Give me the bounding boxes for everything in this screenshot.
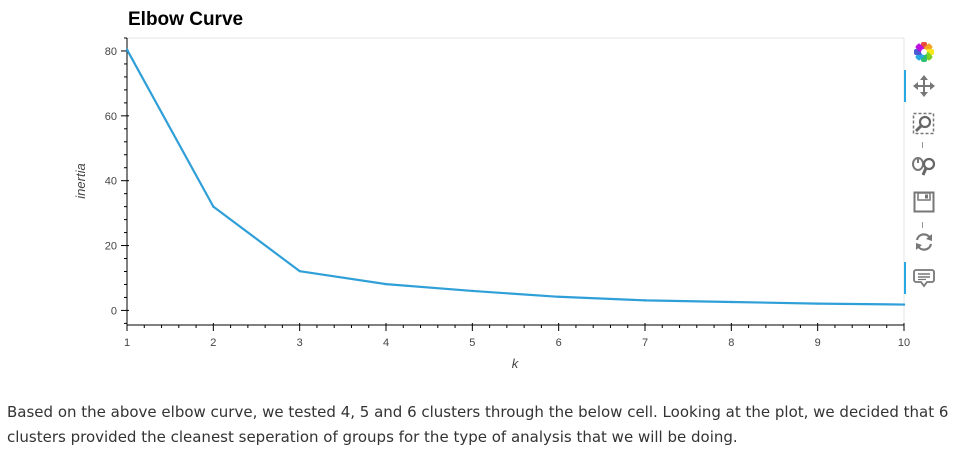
y-tick-label: 0 bbox=[111, 305, 117, 317]
data-point bbox=[902, 303, 906, 306]
hover-icon[interactable] bbox=[908, 262, 940, 294]
x-axis-label: k bbox=[512, 356, 520, 371]
x-tick-label: 7 bbox=[642, 337, 648, 349]
plot-area-border bbox=[126, 37, 905, 326]
chart-toolbar bbox=[904, 36, 944, 306]
pan-icon[interactable] bbox=[908, 70, 940, 102]
data-point bbox=[298, 269, 301, 273]
y-tick-label: 60 bbox=[105, 111, 117, 123]
save-icon[interactable] bbox=[908, 186, 940, 218]
data-point bbox=[730, 300, 733, 304]
x-tick-label: 1 bbox=[124, 337, 130, 349]
y-tick-label: 80 bbox=[105, 46, 117, 58]
data-point bbox=[212, 205, 215, 208]
toolbar-separator bbox=[922, 222, 923, 228]
data-layer bbox=[125, 48, 906, 306]
x-tick-label: 9 bbox=[815, 337, 821, 349]
box-zoom-icon[interactable] bbox=[908, 108, 940, 140]
x-tick-label: 10 bbox=[898, 337, 910, 349]
y-tick-label: 20 bbox=[105, 241, 117, 253]
x-tick-label: 5 bbox=[469, 337, 475, 349]
active-tool-indicator bbox=[904, 70, 906, 102]
data-point bbox=[471, 289, 474, 293]
elbow-chart: Elbow Curve 1 2 3 4 5 6 7 8 9 10 0 20 40 60 80 k inert… bbox=[73, 9, 944, 371]
chart-title: Elbow Curve bbox=[128, 9, 244, 30]
series-line bbox=[126, 49, 905, 306]
chart-svg: 1 2 3 4 5 6 7 8 9 10 0 20 40 60 80 k inertia bbox=[73, 37, 910, 371]
reset-icon[interactable] bbox=[908, 226, 940, 258]
x-tick-label: 8 bbox=[728, 337, 734, 349]
toolbar-separator bbox=[922, 142, 923, 148]
x-tick-label: 6 bbox=[556, 337, 562, 349]
y-tick-label: 40 bbox=[105, 176, 117, 188]
x-tick-label: 3 bbox=[297, 337, 303, 349]
active-tool-indicator bbox=[904, 262, 906, 294]
y-axis-label: inertia bbox=[73, 163, 88, 198]
data-point bbox=[125, 48, 129, 51]
data-point bbox=[557, 295, 560, 298]
x-tick-label: 2 bbox=[210, 337, 216, 349]
wheel-zoom-icon[interactable] bbox=[908, 150, 940, 182]
data-point bbox=[816, 302, 819, 305]
data-point bbox=[643, 299, 647, 302]
analysis-description: Based on the above elbow curve, we teste… bbox=[7, 403, 949, 446]
axes: 1 2 3 4 5 6 7 8 9 10 0 20 40 60 80 bbox=[105, 37, 910, 349]
x-tick-label: 4 bbox=[383, 337, 389, 349]
data-point bbox=[384, 282, 388, 286]
bokeh-logo-icon[interactable] bbox=[908, 36, 940, 68]
